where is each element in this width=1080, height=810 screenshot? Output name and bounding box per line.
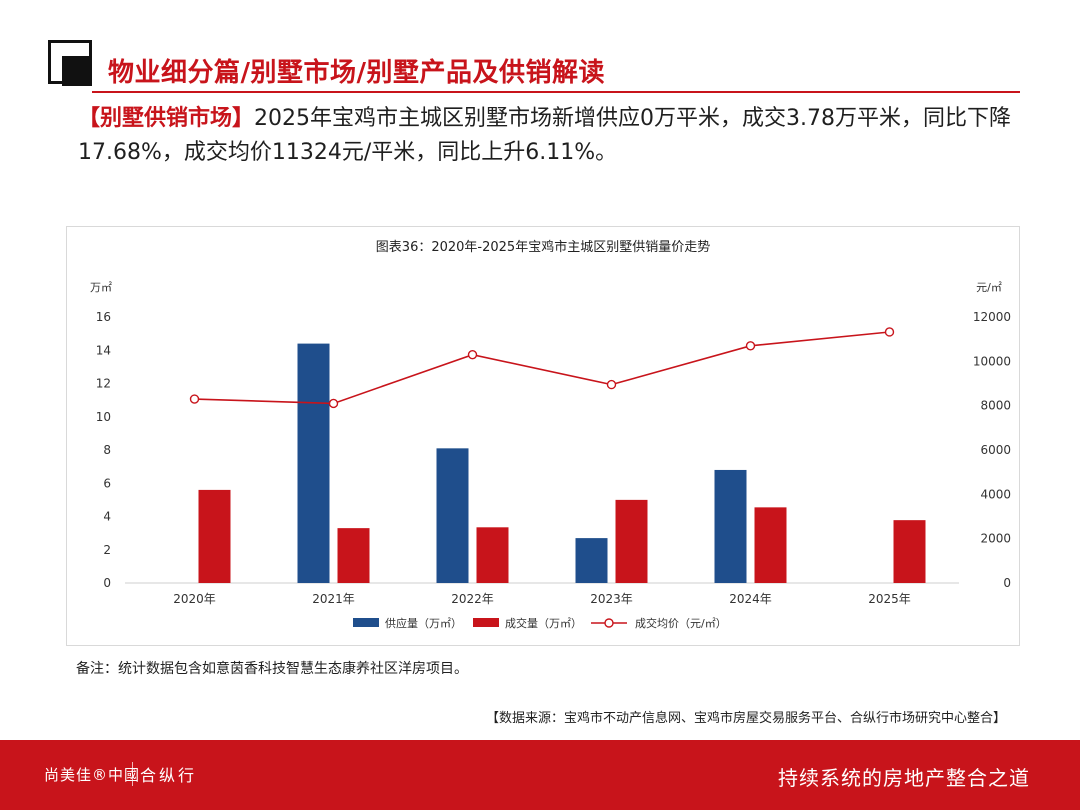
y-right-tick-label: 6000 (980, 443, 1011, 457)
footer-slogan: 持续系统的房地产整合之道 (778, 766, 1030, 790)
supply-bar (575, 538, 608, 583)
y-left-tick-label: 16 (96, 310, 111, 324)
chart-note: 备注：统计数据包含如意茵香科技智慧生态康养社区洋房项目。 (76, 661, 468, 677)
sales-bar (476, 527, 509, 583)
y-right-tick-label: 8000 (980, 399, 1011, 413)
y-right-tick-label: 10000 (973, 354, 1011, 368)
supply-bar (297, 343, 330, 583)
footer-bar: 尚美佳®中國 合纵行 持续系统的房地产整合之道 (0, 740, 1080, 810)
legend-label: 供应量（万㎡） (385, 616, 462, 630)
price-point (328, 398, 339, 409)
brand-logo-right: 合纵行 (140, 766, 198, 785)
x-tick-label: 2022年 (451, 592, 494, 606)
x-tick-label: 2023年 (590, 592, 633, 606)
y-left-tick-label: 12 (96, 377, 111, 391)
sales-bar (754, 507, 787, 583)
legend-swatch-marker (604, 618, 614, 628)
x-tick-label: 2020年 (173, 592, 216, 606)
summary-text: 2025年宝鸡市主城区别墅市场新增供应0万平米，成交3.78万平米，同比下降17… (78, 106, 1011, 165)
y-left-tick-label: 10 (96, 410, 111, 424)
supply-bar (436, 448, 469, 583)
data-source: 【数据来源：宝鸡市不动产信息网、宝鸡市房屋交易服务平台、合纵行市场研究中心整合】 (485, 711, 1006, 726)
summary-paragraph: 【别墅供销市场】2025年宝鸡市主城区别墅市场新增供应0万平米，成交3.78万平… (78, 102, 1028, 170)
y-left-tick-label: 0 (103, 576, 111, 590)
footer-logo-divider (132, 762, 133, 786)
legend-label: 成交量（万㎡） (505, 616, 582, 630)
supply-sales-chart: 图表36：2020年-2025年宝鸡市主城区别墅供销量价走势 万㎡ 元/㎡ 0 2… (90, 239, 1011, 630)
legend-swatch (473, 618, 499, 627)
legend-label: 成交均价（元/㎡） (635, 616, 727, 630)
sales-bar (337, 528, 370, 583)
price-point (467, 349, 478, 360)
y-right-tick-label: 2000 (980, 532, 1011, 546)
x-tick-label: 2021年 (312, 592, 355, 606)
supply-bar (714, 469, 747, 583)
price-point (884, 327, 895, 337)
x-tick-label: 2024年 (729, 592, 772, 606)
y-right-tick-label: 12000 (973, 310, 1011, 324)
y-left-tick-label: 6 (103, 476, 111, 490)
title-divider (92, 91, 1020, 93)
sales-bar (198, 489, 231, 583)
y-right-tick-label: 0 (1003, 576, 1011, 590)
left-axis-unit: 万㎡ (90, 281, 112, 294)
price-line (194, 331, 890, 405)
price-point (189, 394, 200, 404)
y-left-tick-label: 4 (103, 510, 111, 524)
sales-bar (893, 520, 926, 583)
corner-square-icon (48, 40, 92, 86)
page-title: 物业细分篇/别墅市场/别墅产品及供销解读 (108, 58, 605, 88)
y-left-tick-label: 2 (103, 543, 111, 557)
chart-legend: 供应量（万㎡） 成交量（万㎡） 成交均价（元/㎡） (353, 616, 727, 630)
brand-logo-left: 尚美佳®中國 (44, 766, 141, 784)
chart-frame: 图表36：2020年-2025年宝鸡市主城区别墅供销量价走势 万㎡ 元/㎡ 0 2… (66, 226, 1020, 646)
y-left-tick-label: 8 (103, 443, 111, 457)
right-axis-unit: 元/㎡ (976, 281, 1002, 294)
sales-bar (615, 499, 648, 583)
price-point (606, 379, 617, 390)
y-left-tick-label: 14 (96, 343, 111, 357)
y-right-tick-label: 4000 (980, 487, 1011, 501)
x-tick-label: 2025年 (868, 592, 911, 606)
price-point (745, 341, 756, 351)
summary-tag: 【别墅供销市场】 (78, 106, 255, 131)
plot-area: 0 2 4 6 8 10 12 14 16 0 2000 4000 6000 8000 10000 12000… (96, 310, 1011, 606)
chart-title: 图表36：2020年-2025年宝鸡市主城区别墅供销量价走势 (376, 239, 710, 255)
legend-swatch (353, 618, 379, 627)
